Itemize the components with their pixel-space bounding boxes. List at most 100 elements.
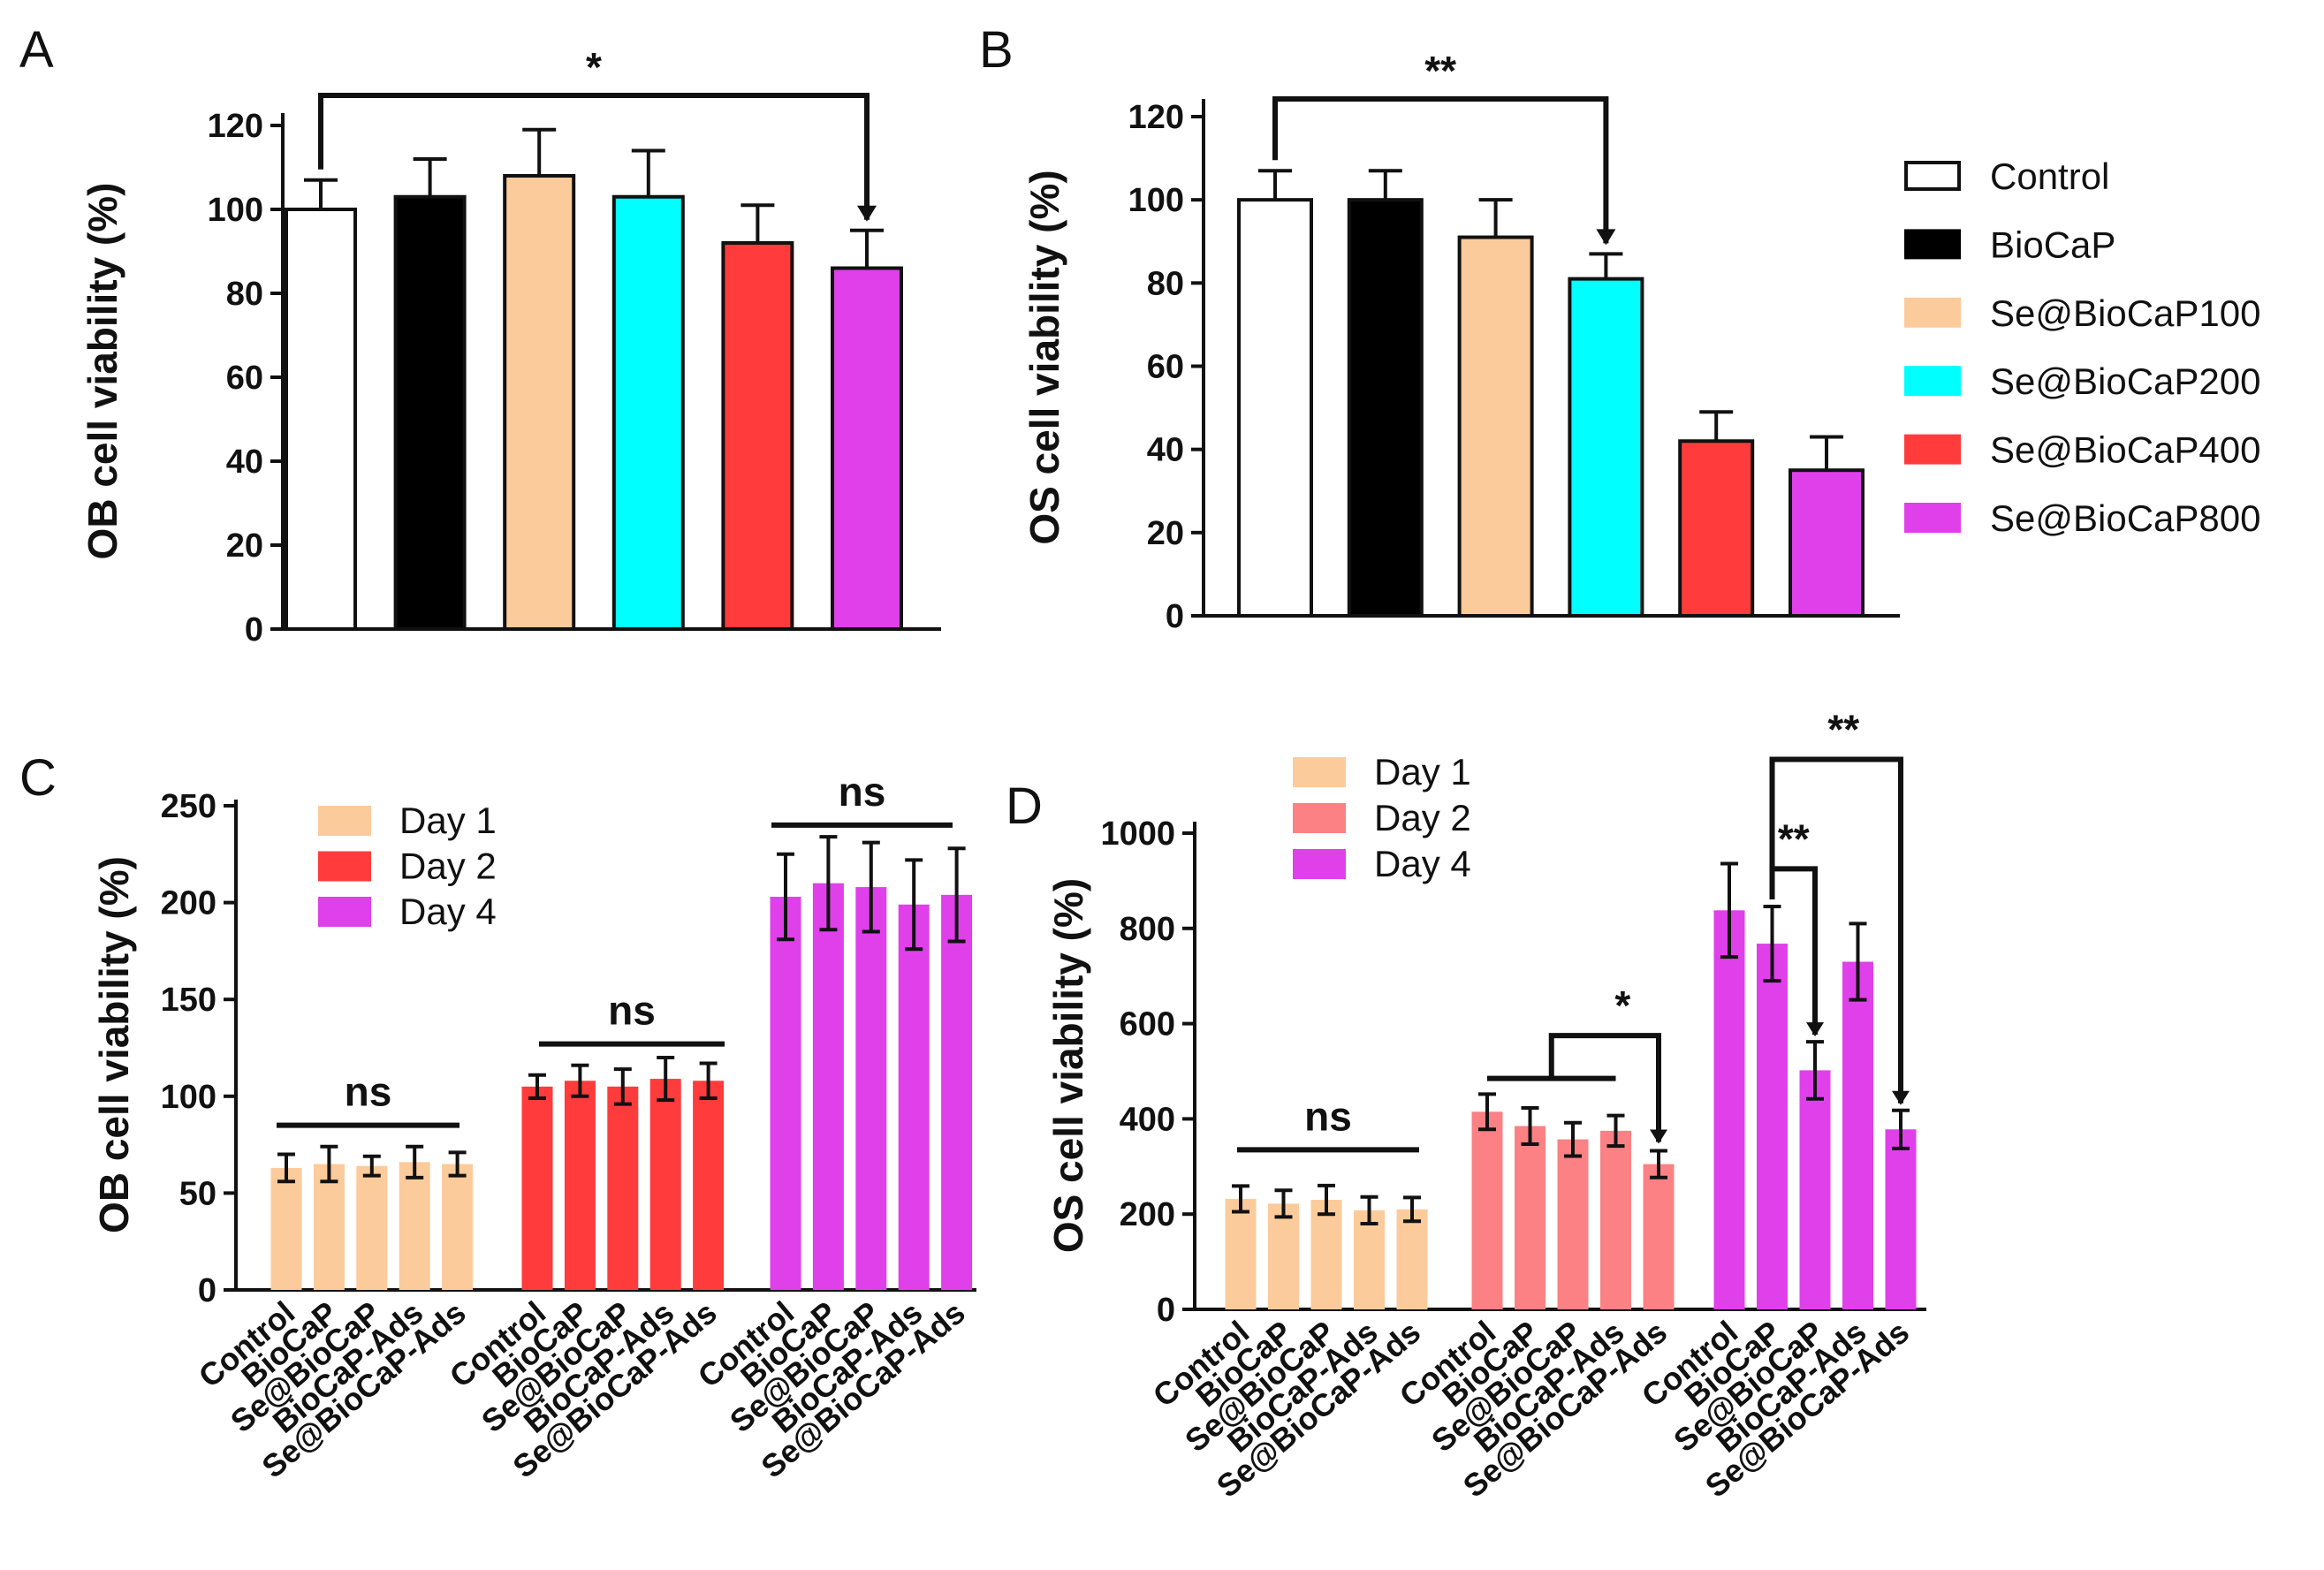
y-tick-label: 20 xyxy=(226,527,263,565)
bar xyxy=(831,266,903,631)
y-tick-label: 40 xyxy=(226,444,263,481)
y-tick-label: 600 xyxy=(1120,1006,1175,1043)
bar xyxy=(1347,198,1424,618)
panel-a: A 0 20 40 60 80 100 120 OB cell viability (%) * xyxy=(19,21,941,648)
bar xyxy=(1757,944,1788,1309)
legend-swatch xyxy=(1904,434,1961,465)
legend-swatch xyxy=(318,851,371,882)
bar xyxy=(1354,1210,1385,1309)
legend-swatch xyxy=(1904,297,1961,328)
significance-label: ** xyxy=(1778,815,1810,861)
bracket-arrow xyxy=(1596,229,1616,246)
bar xyxy=(442,1164,474,1290)
legend-label: Se@BioCaP200 xyxy=(1990,360,2261,402)
bar xyxy=(611,194,685,631)
legend-swatch xyxy=(1904,229,1961,260)
bar xyxy=(270,1167,302,1290)
significance-label: ** xyxy=(1424,48,1456,94)
bar xyxy=(1515,1126,1546,1309)
significance-label: ** xyxy=(1827,706,1859,752)
bar xyxy=(693,1081,725,1290)
bar xyxy=(1568,277,1644,618)
y-tick-label: 120 xyxy=(208,108,263,145)
bar xyxy=(855,887,887,1290)
y-tick-label: 0 xyxy=(1157,1292,1175,1329)
y-tick-label: 0 xyxy=(245,611,263,648)
bar xyxy=(1557,1139,1589,1309)
significance-bracket xyxy=(1769,756,1903,1104)
bar xyxy=(812,883,844,1290)
legend-label: Day 1 xyxy=(1374,751,1471,793)
significance-label: * xyxy=(586,44,602,90)
bar xyxy=(1713,910,1745,1309)
bar xyxy=(1396,1209,1428,1309)
legend-label: Day 4 xyxy=(399,891,497,932)
significance-bracket xyxy=(318,93,870,220)
legend-label: Day 2 xyxy=(1374,797,1471,838)
significance-label: ns xyxy=(608,988,656,1034)
significance-bracket xyxy=(1769,866,1818,1035)
y-tick-label: 250 xyxy=(161,788,216,825)
y-tick-label: 80 xyxy=(1147,265,1184,302)
legend-swatch xyxy=(1293,757,1346,787)
bar xyxy=(1237,198,1313,618)
legend-swatch xyxy=(318,806,371,836)
y-tick-label: 0 xyxy=(198,1272,216,1309)
y-tick-label: 40 xyxy=(1147,432,1184,469)
legend-swatch xyxy=(1904,503,1961,533)
bar xyxy=(1799,1070,1831,1309)
bar xyxy=(607,1086,639,1290)
y-axis-label: OS cell viability (%) xyxy=(1021,170,1067,544)
y-tick-label: 0 xyxy=(1166,598,1184,635)
y-tick-label: 1000 xyxy=(1100,815,1175,853)
y-tick-label: 100 xyxy=(208,192,263,229)
legend-label: Day 4 xyxy=(1374,843,1471,884)
y-tick-label: 200 xyxy=(161,885,216,922)
bar xyxy=(356,1165,388,1290)
significance-bracket xyxy=(1272,96,1609,244)
bar xyxy=(770,897,801,1290)
legend-label: Control xyxy=(1990,155,2109,197)
significance-label: ns xyxy=(1304,1093,1352,1139)
y-tick-label: 60 xyxy=(226,360,263,397)
bar xyxy=(285,208,357,631)
panel-letter-c: C xyxy=(19,749,57,807)
y-axis-label: OS cell viability (%) xyxy=(1045,878,1091,1253)
legend-swatch xyxy=(1904,366,1961,397)
panel-letter-d: D xyxy=(1006,777,1043,835)
bar xyxy=(1789,468,1865,618)
legend-label: Se@BioCaP400 xyxy=(1990,429,2261,471)
y-tick-label: 150 xyxy=(161,982,216,1019)
legend-swatch xyxy=(1293,849,1346,879)
significance-label: ns xyxy=(345,1069,392,1115)
legend-swatch xyxy=(1904,161,1961,191)
legend-label: Se@BioCaP800 xyxy=(1990,497,2261,539)
legend-swatch xyxy=(1293,803,1346,833)
bar xyxy=(721,241,794,631)
legend-label: Se@BioCaP100 xyxy=(1990,292,2261,334)
panel-letter-a: A xyxy=(19,21,54,79)
panel-b: B 0 20 40 60 80 100 120 OS cell viability (%) **… xyxy=(979,21,2261,635)
bar xyxy=(649,1079,681,1290)
bar xyxy=(1600,1130,1631,1309)
legend-label: Day 2 xyxy=(399,846,497,887)
y-tick-label: 80 xyxy=(226,276,263,313)
y-tick-label: 100 xyxy=(1128,182,1184,219)
bar xyxy=(1842,961,1873,1309)
bar xyxy=(1471,1111,1503,1309)
significance-label: ns xyxy=(839,769,886,815)
bar xyxy=(1678,439,1755,618)
y-tick-label: 60 xyxy=(1147,349,1184,386)
y-axis-label: OB cell viability (%) xyxy=(91,856,137,1233)
y-tick-label: 100 xyxy=(161,1079,216,1116)
bar xyxy=(1225,1198,1257,1309)
bar xyxy=(313,1164,345,1290)
bar xyxy=(521,1086,553,1290)
bracket-arrow xyxy=(1806,1022,1824,1037)
bar xyxy=(1643,1164,1675,1309)
y-tick-label: 20 xyxy=(1147,515,1184,552)
bracket-arrow xyxy=(857,205,877,222)
bar xyxy=(503,174,576,631)
